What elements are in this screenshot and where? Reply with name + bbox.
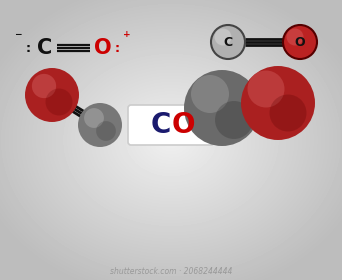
Text: C: C <box>223 36 233 48</box>
Text: O: O <box>171 111 195 139</box>
Circle shape <box>45 88 73 115</box>
Text: C: C <box>151 111 171 139</box>
Text: −: − <box>14 30 22 39</box>
Text: O: O <box>94 38 112 58</box>
FancyBboxPatch shape <box>128 105 214 145</box>
Text: +: + <box>123 30 131 39</box>
Circle shape <box>211 25 245 59</box>
Circle shape <box>248 71 285 108</box>
Circle shape <box>215 101 253 139</box>
Circle shape <box>96 121 116 141</box>
Text: shutterstock.com · 2068244444: shutterstock.com · 2068244444 <box>110 267 232 276</box>
Circle shape <box>191 75 229 113</box>
Text: :: : <box>115 41 119 55</box>
Circle shape <box>84 108 104 128</box>
Circle shape <box>241 66 315 140</box>
Text: O: O <box>295 36 305 48</box>
Text: C: C <box>37 38 53 58</box>
Circle shape <box>25 68 79 122</box>
Circle shape <box>214 29 232 45</box>
Circle shape <box>78 103 122 147</box>
Circle shape <box>287 29 303 45</box>
Circle shape <box>32 74 56 98</box>
Circle shape <box>184 70 260 146</box>
Circle shape <box>269 95 306 132</box>
Text: :: : <box>26 41 30 55</box>
Circle shape <box>283 25 317 59</box>
